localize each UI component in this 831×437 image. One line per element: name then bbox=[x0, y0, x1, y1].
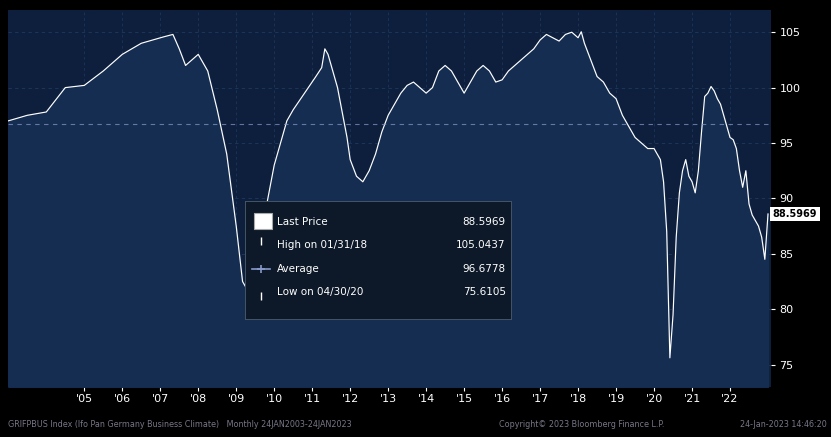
Text: 75.6105: 75.6105 bbox=[463, 288, 506, 298]
Text: Copyright© 2023 Bloomberg Finance L.P.: Copyright© 2023 Bloomberg Finance L.P. bbox=[499, 420, 664, 430]
Text: 24-Jan-2023 14:46:20: 24-Jan-2023 14:46:20 bbox=[740, 420, 827, 430]
Text: 96.6778: 96.6778 bbox=[463, 264, 506, 274]
Text: Low on 04/30/20: Low on 04/30/20 bbox=[277, 288, 363, 298]
Text: GRIFPBUS Index (Ifo Pan Germany Business Climate)   Monthly 24JAN2003-24JAN2023: GRIFPBUS Index (Ifo Pan Germany Business… bbox=[8, 420, 352, 430]
Text: High on 01/31/18: High on 01/31/18 bbox=[277, 240, 367, 250]
Text: 88.5969: 88.5969 bbox=[773, 209, 817, 219]
Text: Average: Average bbox=[277, 264, 320, 274]
Text: Last Price: Last Price bbox=[277, 217, 327, 227]
Text: 88.5969: 88.5969 bbox=[463, 217, 506, 227]
Bar bbox=[254, 213, 272, 229]
Text: 105.0437: 105.0437 bbox=[456, 240, 506, 250]
